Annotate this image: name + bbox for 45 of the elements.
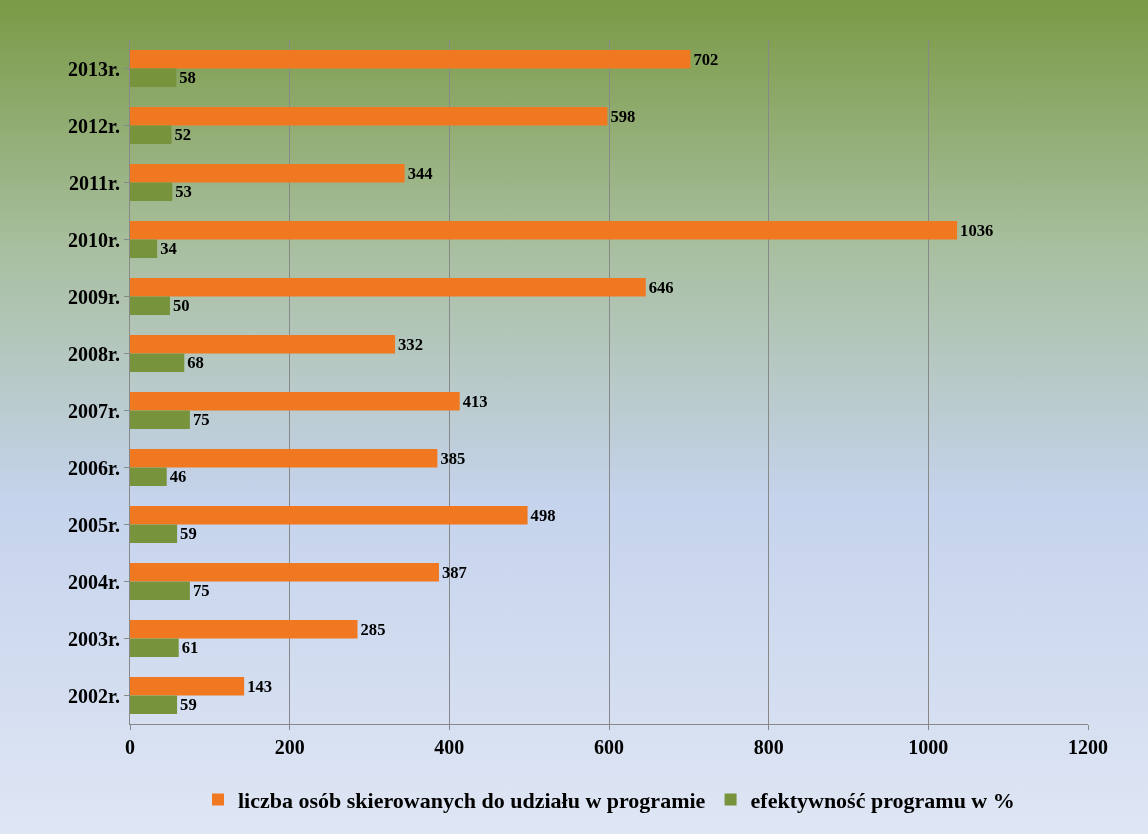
y-tick-label: 2005r. — [67, 513, 120, 536]
data-label: 498 — [530, 505, 556, 525]
data-label: 68 — [187, 353, 204, 373]
y-tick-label: 2009r. — [67, 285, 120, 308]
data-label: 53 — [175, 182, 192, 202]
x-tick-label: 1200 — [1068, 736, 1108, 758]
x-tick-label: 800 — [753, 736, 784, 758]
y-tick-label: 2011r. — [69, 171, 120, 194]
y-tick-label: 2002r. — [67, 684, 120, 707]
y-tick-label: 2007r. — [67, 399, 120, 422]
data-label: 75 — [192, 581, 210, 601]
data-label: 646 — [648, 277, 674, 297]
data-label: 385 — [440, 448, 466, 468]
data-label: 61 — [181, 638, 199, 658]
y-tick-label: 2012r. — [67, 114, 120, 137]
y-tick-label: 2013r. — [67, 57, 120, 80]
data-label: 50 — [172, 296, 190, 316]
y-tick-label: 2008r. — [67, 342, 120, 365]
y-tick-label: 2003r. — [67, 627, 120, 650]
data-label: 387 — [441, 562, 467, 582]
data-label: 332 — [398, 334, 423, 354]
data-label: 702 — [693, 49, 719, 69]
data-label: 46 — [169, 467, 187, 487]
legend-label: efektywność programu w % — [750, 788, 1015, 814]
data-label: 75 — [192, 410, 210, 430]
y-tick-label: 2006r. — [67, 456, 120, 479]
x-tick-label: 400 — [434, 736, 465, 758]
data-label: 413 — [462, 391, 488, 411]
legend-label: liczba osób skierowanych do udziału w programie — [238, 788, 706, 814]
data-label: 59 — [180, 524, 197, 544]
x-tick-label: 600 — [594, 736, 624, 758]
data-label: 34 — [160, 239, 177, 259]
x-tick-label: 200 — [274, 736, 305, 758]
data-label: 1036 — [960, 220, 994, 240]
x-tick-label: 0 — [125, 736, 135, 758]
data-label: 52 — [174, 125, 192, 145]
data-label: 344 — [407, 163, 433, 183]
y-tick-label: 2004r. — [67, 570, 120, 593]
data-label: 285 — [360, 619, 386, 639]
data-label: 58 — [179, 68, 196, 88]
data-label: 143 — [247, 676, 273, 696]
data-label: 598 — [610, 106, 636, 126]
x-tick-label: 1000 — [908, 736, 949, 758]
data-label: 59 — [180, 695, 197, 715]
y-tick-label: 2010r. — [67, 228, 120, 251]
